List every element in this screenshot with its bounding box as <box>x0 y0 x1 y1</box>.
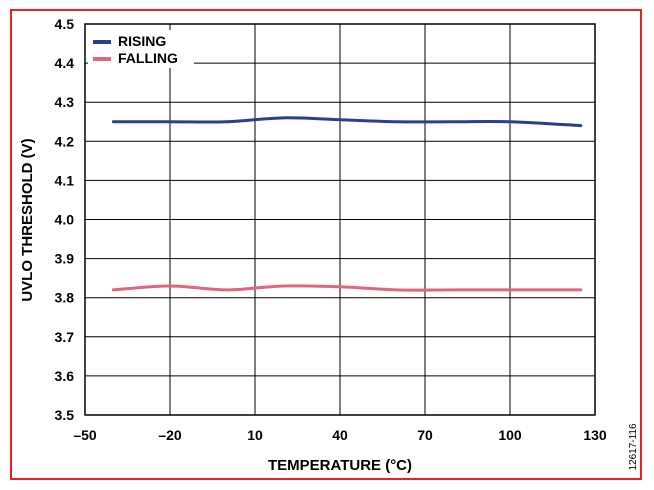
x-tick-label: –50 <box>73 427 97 443</box>
y-tick-label: 4.0 <box>55 212 75 228</box>
x-tick-label: 40 <box>332 427 348 443</box>
x-tick-label: 70 <box>417 427 433 443</box>
x-tick-label: –20 <box>158 427 182 443</box>
plot-border <box>84 23 596 416</box>
figure-frame <box>10 9 642 480</box>
series-line-rising <box>111 116 583 128</box>
y-tick-label: 3.9 <box>55 251 75 267</box>
legend: RISING FALLING <box>88 30 194 68</box>
x-axis-title: TEMPERATURE (°C) <box>268 457 412 474</box>
y-tick-label: 3.8 <box>55 290 75 306</box>
y-tick-label: 4.4 <box>55 55 75 71</box>
x-tick-label: 130 <box>583 427 607 443</box>
y-tick-label: 4.3 <box>55 94 75 110</box>
plot-area <box>84 23 596 416</box>
series-layer <box>111 116 583 292</box>
legend-background <box>88 30 194 68</box>
y-tick-label: 4.5 <box>55 16 75 32</box>
x-tick-label: 10 <box>247 427 263 443</box>
y-tick-label: 3.5 <box>55 407 75 423</box>
legend-label-rising: RISING <box>118 33 166 49</box>
y-tick-label: 3.6 <box>55 368 75 384</box>
y-tick-label: 4.2 <box>55 133 75 149</box>
legend-label-falling: FALLING <box>118 50 178 66</box>
grid <box>84 23 596 416</box>
y-tick-label: 4.1 <box>55 172 75 188</box>
y-axis-title: UVLO THRESHOLD (V) <box>19 138 36 301</box>
y-tick-label: 3.7 <box>55 329 75 345</box>
tick-labels: –50 –20 10 40 70 100 130 3.5 3.6 3.7 3.8 3.9 4.0 4.1 4… <box>55 16 607 443</box>
figure-id: 12617-116 <box>628 423 639 471</box>
x-tick-label: 100 <box>498 427 522 443</box>
series-line-falling <box>111 284 583 292</box>
